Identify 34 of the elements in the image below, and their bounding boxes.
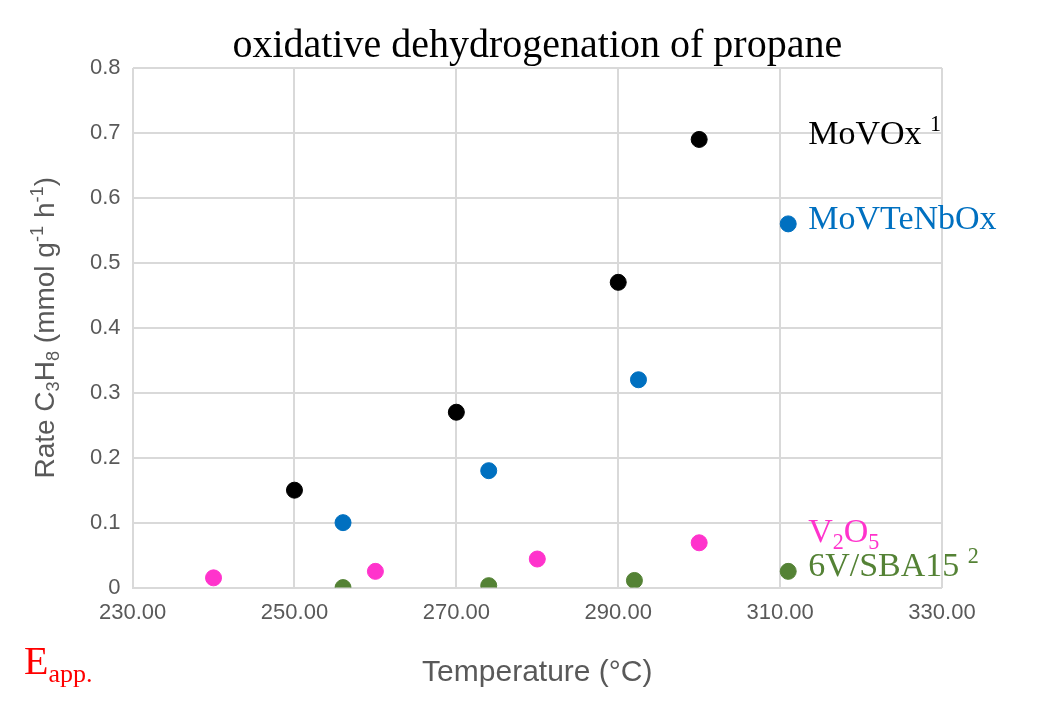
point bbox=[480, 462, 498, 480]
point bbox=[334, 514, 352, 532]
x-tick-label: 310.00 bbox=[746, 598, 814, 624]
series-label: MoVTeNbOx bbox=[808, 198, 997, 236]
y-tick-label: 0.1 bbox=[89, 508, 121, 534]
x-tick-label: 230.00 bbox=[98, 598, 167, 624]
point bbox=[779, 562, 797, 580]
point bbox=[205, 569, 223, 587]
x-tick-label: 250.00 bbox=[260, 598, 329, 624]
point bbox=[285, 481, 303, 499]
y-tick-label: 0.6 bbox=[89, 183, 121, 209]
point bbox=[609, 273, 627, 291]
x-axis-title: Temperature (°C) bbox=[422, 654, 653, 688]
chart-title: oxidative dehydrogenation of propane bbox=[232, 20, 843, 66]
y-tick-label: 0.4 bbox=[89, 313, 121, 339]
point bbox=[447, 403, 465, 421]
x-tick-label: 270.00 bbox=[422, 598, 490, 624]
y-tick-label: 0.2 bbox=[89, 443, 121, 469]
y-tick-label: 0.7 bbox=[89, 119, 121, 145]
point bbox=[528, 550, 546, 568]
point bbox=[366, 562, 384, 580]
y-tick-label: 0.3 bbox=[89, 378, 121, 404]
point bbox=[690, 534, 708, 552]
x-tick-label: 290.00 bbox=[584, 598, 652, 624]
text: MoVOx 1 bbox=[808, 111, 942, 152]
point bbox=[625, 571, 643, 588]
y-tick-label: 0 bbox=[108, 573, 121, 599]
point bbox=[779, 215, 797, 233]
x-tick-label: 330.00 bbox=[908, 598, 976, 624]
y-tick-label: 0.8 bbox=[89, 54, 121, 80]
text: Rate C3H8 (mmol g-1 h-1) bbox=[26, 177, 64, 479]
point bbox=[690, 130, 708, 148]
y-tick-label: 0.5 bbox=[89, 248, 121, 274]
point bbox=[629, 371, 647, 389]
